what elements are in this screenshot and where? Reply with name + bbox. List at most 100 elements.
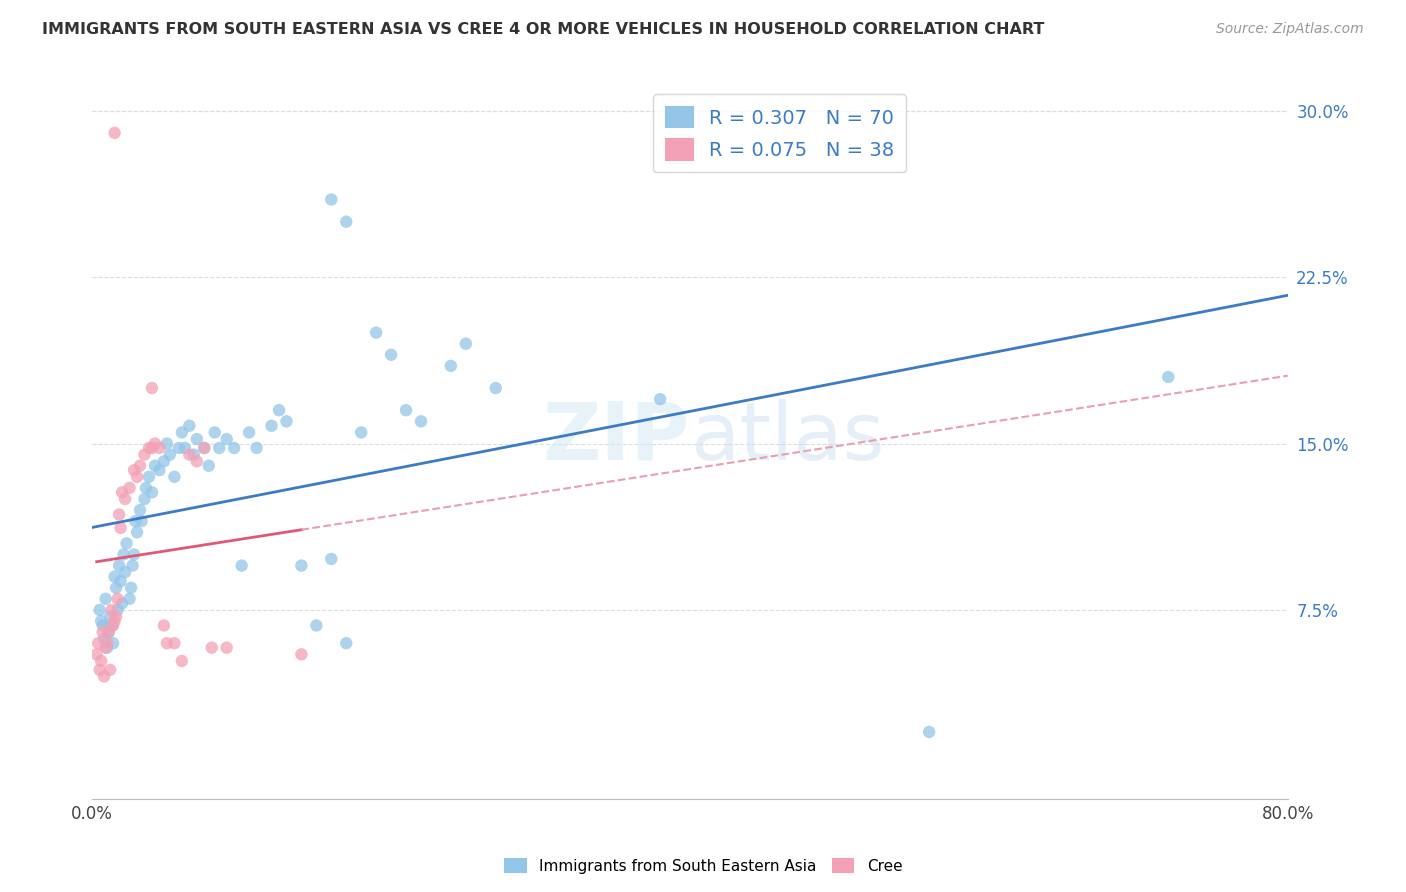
- Point: [94, 640, 117, 655]
- Point: [197, 458, 219, 473]
- Point: [409, 414, 432, 428]
- Point: [104, 126, 127, 140]
- Point: [170, 425, 193, 440]
- Point: [118, 591, 141, 606]
- Point: [141, 381, 163, 395]
- Point: [129, 503, 152, 517]
- Point: [135, 481, 157, 495]
- Point: [110, 574, 132, 588]
- Point: [290, 558, 312, 573]
- Point: [204, 425, 226, 440]
- Text: ZIP: ZIP: [543, 399, 690, 477]
- Point: [87, 636, 110, 650]
- Point: [104, 569, 127, 583]
- Point: [350, 425, 373, 440]
- Point: [104, 614, 127, 628]
- Point: [305, 618, 328, 632]
- Point: [143, 436, 166, 450]
- Point: [134, 448, 156, 462]
- Point: [111, 596, 134, 610]
- Point: [134, 491, 156, 506]
- Legend: Immigrants from South Eastern Asia, Cree: Immigrants from South Eastern Asia, Cree: [498, 852, 908, 880]
- Point: [179, 448, 201, 462]
- Point: [179, 418, 201, 433]
- Point: [94, 591, 117, 606]
- Point: [260, 418, 283, 433]
- Point: [96, 636, 118, 650]
- Point: [121, 558, 143, 573]
- Point: [100, 603, 122, 617]
- Point: [91, 618, 114, 632]
- Point: [267, 403, 290, 417]
- Point: [93, 632, 115, 646]
- Point: [224, 441, 246, 455]
- Point: [115, 536, 138, 550]
- Point: [156, 436, 179, 450]
- Point: [112, 548, 135, 562]
- Point: [215, 640, 238, 655]
- Point: [138, 441, 160, 455]
- Point: [110, 521, 132, 535]
- Point: [105, 581, 128, 595]
- Point: [238, 425, 260, 440]
- Point: [1157, 370, 1180, 384]
- Point: [153, 618, 176, 632]
- Point: [335, 636, 357, 650]
- Point: [170, 654, 193, 668]
- Point: [125, 525, 148, 540]
- Point: [321, 552, 343, 566]
- Point: [90, 614, 112, 628]
- Point: [366, 326, 388, 340]
- Point: [156, 636, 179, 650]
- Point: [201, 640, 224, 655]
- Text: Source: ZipAtlas.com: Source: ZipAtlas.com: [1216, 22, 1364, 37]
- Point: [163, 470, 186, 484]
- Point: [208, 441, 231, 455]
- Point: [86, 648, 108, 662]
- Point: [167, 441, 190, 455]
- Point: [440, 359, 463, 373]
- Point: [148, 463, 170, 477]
- Point: [173, 441, 195, 455]
- Point: [918, 725, 941, 739]
- Point: [114, 491, 136, 506]
- Point: [98, 663, 121, 677]
- Point: [120, 581, 142, 595]
- Point: [96, 640, 118, 655]
- Point: [101, 618, 124, 632]
- Point: [111, 485, 134, 500]
- Point: [122, 463, 145, 477]
- Point: [89, 663, 111, 677]
- Point: [107, 603, 129, 617]
- Point: [143, 458, 166, 473]
- Text: IMMIGRANTS FROM SOUTH EASTERN ASIA VS CREE 4 OR MORE VEHICLES IN HOUSEHOLD CORRE: IMMIGRANTS FROM SOUTH EASTERN ASIA VS CR…: [42, 22, 1045, 37]
- Point: [141, 441, 163, 455]
- Point: [98, 609, 121, 624]
- Point: [93, 669, 115, 683]
- Point: [114, 566, 136, 580]
- Point: [108, 508, 131, 522]
- Point: [395, 403, 418, 417]
- Point: [485, 381, 508, 395]
- Point: [276, 414, 298, 428]
- Point: [101, 636, 124, 650]
- Point: [335, 214, 357, 228]
- Point: [91, 625, 114, 640]
- Point: [108, 558, 131, 573]
- Point: [380, 348, 402, 362]
- Point: [321, 193, 343, 207]
- Point: [215, 432, 238, 446]
- Point: [122, 548, 145, 562]
- Point: [454, 336, 477, 351]
- Point: [163, 636, 186, 650]
- Point: [138, 470, 160, 484]
- Point: [105, 609, 128, 624]
- Point: [650, 392, 672, 406]
- Legend: R = 0.307   N = 70, R = 0.075   N = 38: R = 0.307 N = 70, R = 0.075 N = 38: [654, 95, 907, 172]
- Point: [124, 514, 146, 528]
- Point: [107, 591, 129, 606]
- Point: [129, 458, 152, 473]
- Point: [193, 441, 215, 455]
- Point: [159, 448, 181, 462]
- Point: [290, 648, 312, 662]
